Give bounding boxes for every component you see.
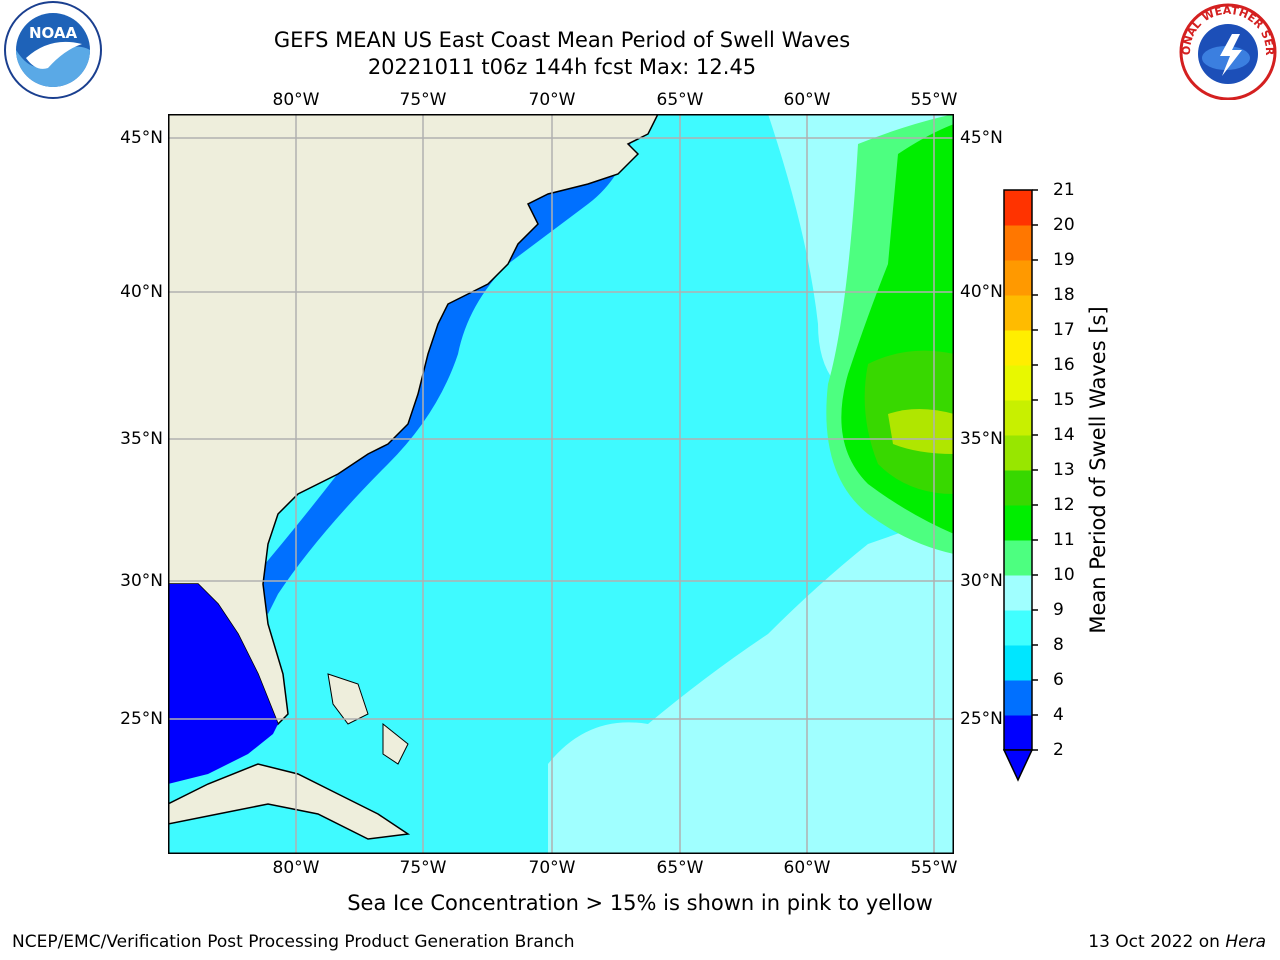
- colorbar-swatch: [1004, 330, 1032, 366]
- colorbar-label: 13: [1053, 460, 1075, 480]
- swell-4-6s-coastal: [248, 114, 638, 614]
- colorbar-ticks: [1032, 189, 1038, 751]
- swell-period-map: [168, 114, 954, 854]
- chart-title: GEFS MEAN US East Coast Mean Period of S…: [273, 28, 851, 52]
- colorbar-swatch: [1004, 575, 1032, 611]
- colorbar-label: 14: [1053, 425, 1075, 445]
- graticule: [168, 114, 954, 854]
- colorbar-label: 2: [1053, 740, 1064, 760]
- chart-subtitle: 20221011 t06z 144h fcst Max: 12.45: [367, 55, 757, 79]
- colorbar-swatch: [1004, 505, 1032, 541]
- colorbar-label: 21: [1053, 180, 1075, 200]
- y-tick-left: 35°N: [120, 429, 163, 449]
- colorbar-label: 10: [1053, 565, 1075, 585]
- x-tick-bottom: 55°W: [910, 858, 958, 878]
- y-tick-left: 30°N: [120, 571, 163, 591]
- footer-host: Hera: [1225, 932, 1266, 952]
- colorbar-swatch: [1004, 365, 1032, 401]
- swell-12-13s-zone: [888, 409, 954, 454]
- map-frame: [168, 114, 954, 854]
- y-tick-right: 35°N: [960, 429, 1003, 449]
- y-tick-right: 45°N: [960, 128, 1003, 148]
- colorbar-swatch: [1004, 715, 1032, 751]
- colorbar-label: 19: [1053, 250, 1075, 270]
- colorbar-swatch: [1004, 295, 1032, 331]
- x-tick-top: 55°W: [910, 90, 958, 110]
- x-tick-bottom: 70°W: [528, 858, 576, 878]
- y-tick-right: 40°N: [960, 282, 1003, 302]
- colorbar-swatch: [1004, 540, 1032, 576]
- colorbar-title: Mean Period of Swell Waves [s]: [1086, 306, 1110, 634]
- colorbar-label: 16: [1053, 355, 1075, 375]
- footer-date-text: 13 Oct 2022 on: [1088, 932, 1226, 952]
- colorbar-swatch: [1004, 225, 1032, 261]
- colorbar-label: 18: [1053, 285, 1075, 305]
- x-tick-top: 60°W: [783, 90, 831, 110]
- y-tick-left: 45°N: [120, 128, 163, 148]
- footer-date: 13 Oct 2022 on Hera: [1088, 932, 1266, 952]
- colorbar-swatch: [1004, 400, 1032, 436]
- x-tick-top: 75°W: [399, 90, 447, 110]
- x-tick-top: 80°W: [272, 90, 320, 110]
- colorbar-swatch: [1004, 680, 1032, 716]
- y-tick-left: 25°N: [120, 709, 163, 729]
- swell-8-9s-zone: [548, 514, 954, 854]
- colorbar: [1002, 189, 1038, 782]
- land-bahamas-south: [382, 722, 409, 765]
- colorbar-label: 4: [1053, 705, 1064, 725]
- colorbar-label: 9: [1053, 600, 1064, 620]
- colorbar-swatch: [1004, 610, 1032, 646]
- land-cuba: [168, 763, 411, 840]
- sea-ice-note: Sea Ice Concentration > 15% is shown in …: [347, 891, 933, 915]
- colorbar-swatch: [1004, 470, 1032, 506]
- y-tick-right: 30°N: [960, 571, 1003, 591]
- x-tick-bottom: 65°W: [656, 858, 704, 878]
- colorbar-label: 6: [1053, 670, 1064, 690]
- x-tick-top: 65°W: [656, 90, 704, 110]
- y-tick-left: 40°N: [120, 282, 163, 302]
- colorbar-swatch: [1004, 645, 1032, 681]
- colorbar-label: 11: [1053, 530, 1075, 550]
- colorbar-extend-arrow: [1002, 749, 1034, 782]
- nws-logo: NATIONAL WEATHER SERVICE: [1176, 0, 1277, 100]
- footer-branch: NCEP/EMC/Verification Post Processing Pr…: [12, 932, 575, 952]
- x-tick-bottom: 75°W: [399, 858, 447, 878]
- colorbar-label: 12: [1053, 495, 1075, 515]
- gulf-low-period: [168, 584, 278, 784]
- colorbar-swatch: [1004, 260, 1032, 296]
- x-tick-bottom: 80°W: [272, 858, 320, 878]
- colorbar-label: 15: [1053, 390, 1075, 410]
- colorbar-swatches: [1004, 190, 1032, 751]
- colorbar-swatch: [1004, 190, 1032, 226]
- x-tick-bottom: 60°W: [783, 858, 831, 878]
- colorbar-label: 8: [1053, 635, 1064, 655]
- noaa-logo: NOAA: [4, 1, 102, 99]
- colorbar-label: 20: [1053, 215, 1075, 235]
- colorbar-label: 17: [1053, 320, 1075, 340]
- x-tick-top: 70°W: [528, 90, 576, 110]
- colorbar-swatch: [1004, 435, 1032, 471]
- noaa-logo-text: NOAA: [29, 24, 78, 42]
- y-tick-right: 25°N: [960, 709, 1003, 729]
